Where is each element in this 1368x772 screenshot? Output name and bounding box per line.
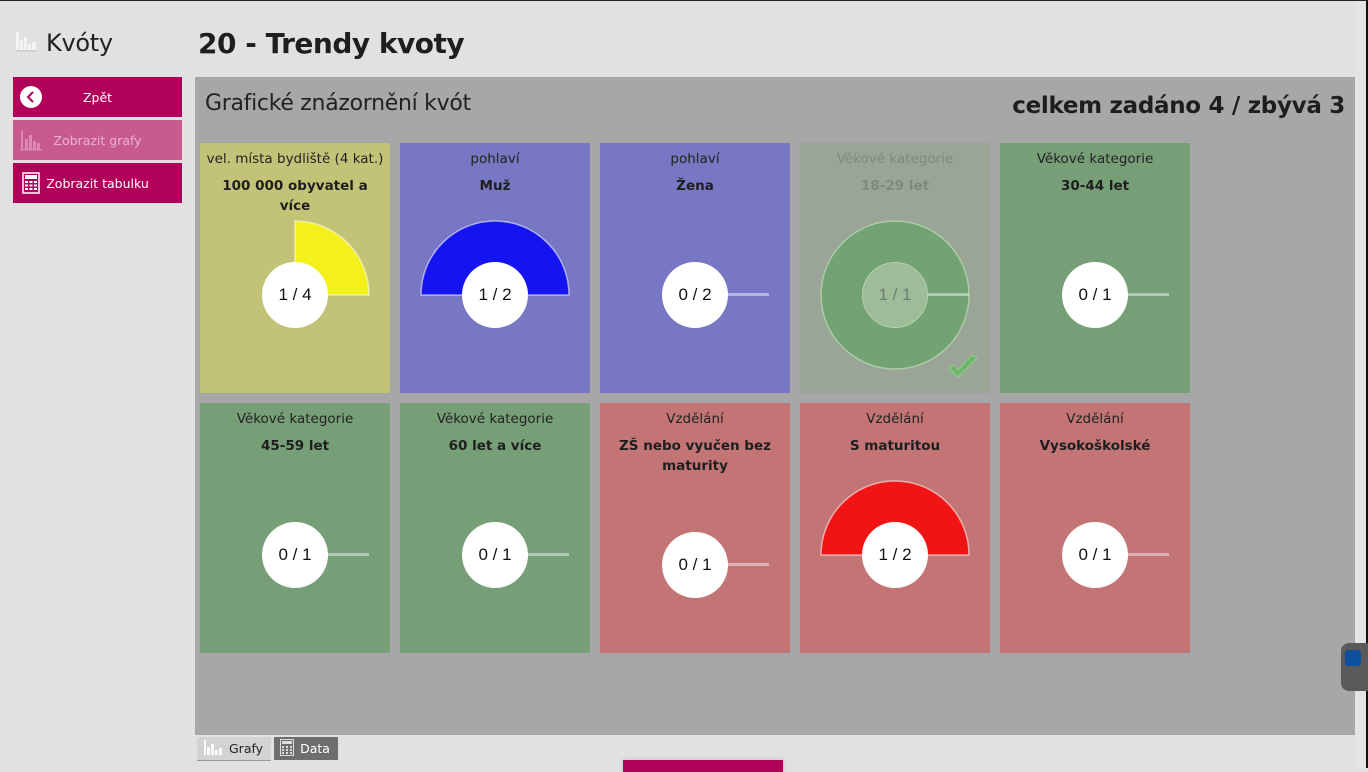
quota-ratio: 1 / 2 [862,522,928,588]
quota-category: Věkové kategorie [436,411,554,427]
checkmark-icon [948,354,978,378]
gauge-baseline [495,553,569,556]
bar-chart-icon [14,30,38,56]
bottom-tabs: Grafy Data [197,737,338,761]
bar-chart-icon [203,738,223,759]
gauge-fill [820,480,970,556]
show-graphs-button[interactable]: Zobrazit grafy [13,120,182,160]
quota-gauge [695,563,769,566]
quota-ratio: 1 / 2 [462,262,528,328]
quota-gauge [820,480,970,556]
quota-ratio: 0 / 1 [662,532,728,598]
tab-grafy-label: Grafy [229,741,264,756]
app-title: Kvóty [14,29,113,57]
quota-category: Věkové kategorie [1036,151,1154,167]
quota-card[interactable]: Věkové kategorie 60 let a více 0 / 1 [400,403,590,653]
back-button[interactable]: Zpět [13,77,182,117]
quota-card[interactable]: Vzdělání S maturitou 1 / 2 [800,403,990,653]
quota-card[interactable]: pohlaví Muž 1 / 2 [400,143,590,393]
quota-summary: celkem zadáno 4 / zbývá 3 [1012,93,1345,119]
quota-category: pohlaví [470,151,520,167]
back-button-label: Zpět [82,89,113,105]
tab-data[interactable]: Data [274,737,338,760]
panel-title: Grafické znázornění kvót [205,91,471,116]
quota-ratio: 1 / 4 [262,262,328,328]
gauge-baseline [695,563,769,566]
teamviewer-icon [1345,650,1361,666]
quota-ratio: 0 / 1 [262,522,328,588]
gauge-baseline [1095,553,1169,556]
quota-category: Vzdělání [866,411,924,427]
quota-card[interactable]: Vzdělání ZŠ nebo vyučen bez maturity 0 / 1 [600,403,790,653]
quota-graphs-panel: Grafické znázornění kvót celkem zadáno 4… [195,77,1355,735]
gauge-baseline [695,293,769,296]
quota-category: Věkové kategorie [236,411,354,427]
quota-value: 100 000 obyvatel a více [222,178,368,214]
quota-ratio: 0 / 1 [1062,522,1128,588]
show-table-button[interactable]: Zobrazit tabulku [13,163,182,203]
bottom-action-button[interactable] [623,760,783,772]
teamviewer-panel-handle[interactable] [1341,643,1368,691]
quota-gauge [1095,553,1169,556]
quota-gauge [1095,293,1169,296]
quota-ratio: 0 / 2 [662,262,728,328]
quota-ratio: 1 / 1 [862,262,928,328]
quota-value: S maturitou [849,438,941,454]
window-right-edge [1355,1,1366,769]
quota-value: Vysokoškolské [1039,438,1151,454]
quota-card[interactable]: Věkové kategorie 18-29 let 1 / 1 [800,143,990,393]
bar-chart-icon [19,128,43,152]
tab-grafy[interactable]: Grafy [197,737,272,761]
quota-card[interactable]: pohlaví Žena 0 / 2 [600,143,790,393]
quota-category: Vzdělání [666,411,724,427]
quota-value: 30-44 let [1060,178,1130,194]
quota-card[interactable]: Vzdělání Vysokoškolské 0 / 1 [1000,403,1190,653]
quota-value: ZŠ nebo vyučen bez maturity [619,438,771,474]
quota-category: pohlaví [670,151,720,167]
show-graphs-label: Zobrazit grafy [53,132,142,148]
quota-ratio: 0 / 1 [462,522,528,588]
quota-gauge [495,553,569,556]
quota-value: Muž [479,178,511,194]
calculator-icon [280,738,295,759]
quota-gauge [420,220,570,296]
quota-card[interactable]: vel. místa bydliště (4 kat.) 100 000 obyv… [200,143,390,393]
calculator-icon [19,171,43,195]
back-arrow-icon [19,85,43,109]
quota-category: vel. místa bydliště (4 kat.) [206,151,384,167]
quota-gauge [295,553,369,556]
quota-value: 60 let a více [448,438,542,454]
quota-value: Žena [676,178,714,194]
gauge-baseline [895,293,969,296]
gauge-fill [420,220,570,296]
quota-ratio: 0 / 1 [1062,262,1128,328]
quota-gauge [695,293,769,296]
tab-data-label: Data [300,741,330,756]
app-title-text: Kvóty [46,29,113,57]
quota-value: 45-59 let [260,438,330,454]
gauge-baseline [295,553,369,556]
quota-category: Věkové kategorie [836,151,954,167]
show-table-label: Zobrazit tabulku [46,175,149,191]
quota-card[interactable]: Věkové kategorie 45-59 let 0 / 1 [200,403,390,653]
quota-category: Vzdělání [1066,411,1124,427]
gauge-baseline [1095,293,1169,296]
page-title: 20 - Trendy kvoty [198,27,465,60]
quota-card[interactable]: Věkové kategorie 30-44 let 0 / 1 [1000,143,1190,393]
quota-value: 18-29 let [860,178,930,194]
